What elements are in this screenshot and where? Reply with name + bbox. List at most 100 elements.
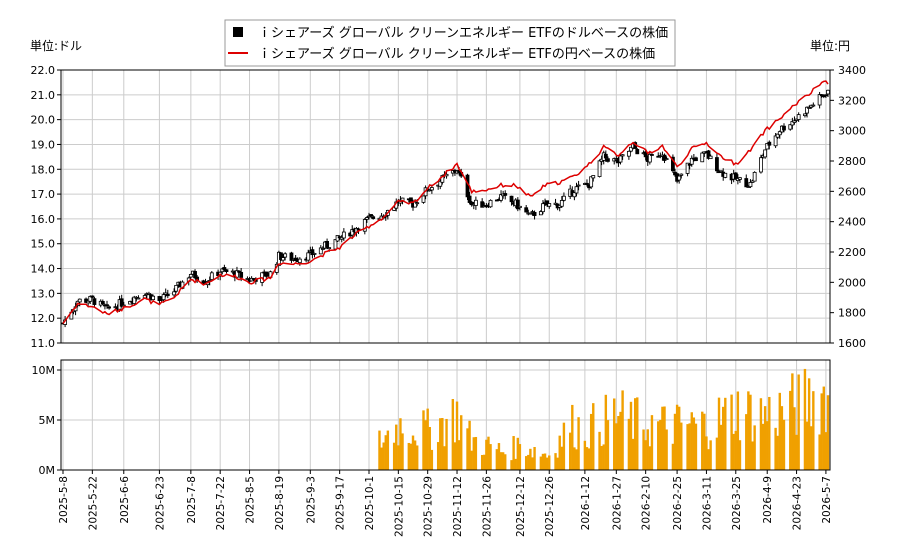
candle-body bbox=[547, 203, 552, 207]
candle-body bbox=[421, 195, 426, 203]
candle-body bbox=[429, 187, 434, 191]
candle-body bbox=[635, 149, 640, 155]
left-tick-label: 22.0 bbox=[31, 64, 56, 77]
volume-bar bbox=[631, 438, 635, 470]
candle-body bbox=[620, 154, 625, 157]
volume-bar bbox=[690, 412, 693, 470]
volume-bar bbox=[428, 427, 431, 470]
left-tick-label: 16.0 bbox=[31, 213, 56, 226]
candle-body bbox=[320, 248, 325, 250]
candle-body bbox=[499, 194, 503, 201]
volume-panel-frame bbox=[60, 359, 831, 471]
candle-body bbox=[811, 104, 816, 107]
candle-body bbox=[318, 247, 323, 255]
volume-bar bbox=[468, 420, 471, 470]
volume-bar bbox=[529, 448, 532, 470]
candle-body bbox=[572, 192, 577, 198]
x-tick-label: 2025-11-12 bbox=[452, 476, 464, 537]
candle-body bbox=[325, 240, 329, 248]
volume-bar bbox=[407, 442, 411, 470]
legend: ｉシェアーズ グローバル クリーンエネルギー ETFのドルベースの株価 ｉシェア… bbox=[224, 19, 676, 67]
volume-bar bbox=[688, 423, 691, 470]
volume-bar bbox=[673, 413, 677, 470]
candle-body bbox=[237, 270, 241, 273]
volume-bar bbox=[485, 439, 488, 470]
candle-body bbox=[310, 249, 315, 256]
volume-bar bbox=[560, 446, 564, 470]
volume-bar bbox=[541, 453, 545, 470]
volume-bar bbox=[480, 454, 484, 470]
right-tick-label: 1600 bbox=[838, 337, 866, 350]
candle-body bbox=[350, 229, 355, 236]
candle-body bbox=[647, 153, 652, 163]
candle-body bbox=[528, 212, 533, 215]
volume-bar bbox=[812, 391, 815, 470]
candle-body bbox=[341, 231, 346, 239]
x-tick-label: 2025-9-17 bbox=[335, 476, 347, 530]
candle-body bbox=[541, 203, 545, 213]
volume-bar bbox=[730, 394, 733, 470]
volume-bar bbox=[583, 440, 587, 470]
candle-body bbox=[132, 296, 137, 304]
candle-body bbox=[224, 269, 229, 273]
volume-bar bbox=[629, 401, 633, 470]
legend-usd-label: ｉシェアーズ グローバル クリーンエネルギー ETFのドルベースの株価 bbox=[258, 25, 668, 41]
candle-body bbox=[538, 211, 543, 216]
legend-usd-marker bbox=[233, 27, 243, 37]
volume-bar bbox=[705, 436, 708, 470]
volume-bar bbox=[774, 427, 777, 470]
volume-bar bbox=[766, 421, 769, 470]
volume-bar bbox=[791, 373, 794, 470]
volume-bar bbox=[413, 440, 417, 470]
right-tick-label: 3200 bbox=[838, 94, 866, 107]
candle-body bbox=[589, 176, 594, 188]
right-unit-label: 単位:円 bbox=[810, 38, 850, 53]
right-tick-label: 2200 bbox=[838, 246, 866, 259]
volume-bar bbox=[776, 435, 779, 470]
x-tick-label: 2025-10-1 bbox=[364, 476, 376, 530]
candle-body bbox=[524, 207, 529, 213]
volume-bar bbox=[680, 422, 683, 470]
volume-bar bbox=[734, 430, 737, 470]
volume-bar bbox=[736, 391, 740, 470]
candle-body bbox=[752, 171, 757, 182]
x-tick-label: 2026-2-10 bbox=[641, 476, 653, 530]
volume-bar bbox=[575, 449, 578, 470]
volume-bar bbox=[501, 452, 505, 470]
candle-body bbox=[371, 216, 376, 219]
volume-bar bbox=[527, 454, 530, 470]
candle-body bbox=[367, 215, 371, 218]
left-unit-label: 単位:ドル bbox=[30, 38, 82, 53]
volume-bar bbox=[724, 397, 727, 470]
candle-body bbox=[618, 155, 623, 163]
x-tick-label: 2025-8-5 bbox=[245, 476, 257, 524]
candle-body bbox=[105, 304, 109, 307]
candle-body bbox=[230, 270, 235, 273]
volume-bar bbox=[386, 430, 390, 470]
candle-body bbox=[77, 298, 82, 303]
candle-body bbox=[92, 298, 97, 305]
candle-body bbox=[165, 293, 170, 297]
candle-body bbox=[803, 113, 807, 117]
jpy-price-line bbox=[62, 80, 829, 324]
candle-body bbox=[796, 114, 801, 120]
price-panel-frame bbox=[60, 69, 831, 344]
volume-bar bbox=[677, 406, 681, 470]
candle-body bbox=[121, 304, 126, 307]
price-right-axis-ticks: 1600 1800 2000 2200 2400 2600 2800 3000 3200 3400 bbox=[830, 64, 866, 350]
x-tick-label: 2025-6-23 bbox=[154, 476, 166, 530]
volume-bar bbox=[782, 419, 786, 470]
volume-bar bbox=[759, 398, 763, 470]
volume-bar bbox=[380, 447, 383, 470]
volume-bar bbox=[589, 413, 593, 470]
candle-body bbox=[700, 152, 705, 163]
volume-bar bbox=[512, 436, 515, 470]
volume-bar bbox=[516, 437, 520, 470]
candle-body bbox=[765, 143, 770, 150]
candle-body bbox=[174, 284, 179, 292]
volume-bar bbox=[793, 407, 796, 470]
volume-bar bbox=[556, 457, 559, 470]
candle-body bbox=[603, 153, 608, 159]
volume-bar bbox=[621, 390, 624, 470]
candle-body bbox=[562, 195, 566, 201]
